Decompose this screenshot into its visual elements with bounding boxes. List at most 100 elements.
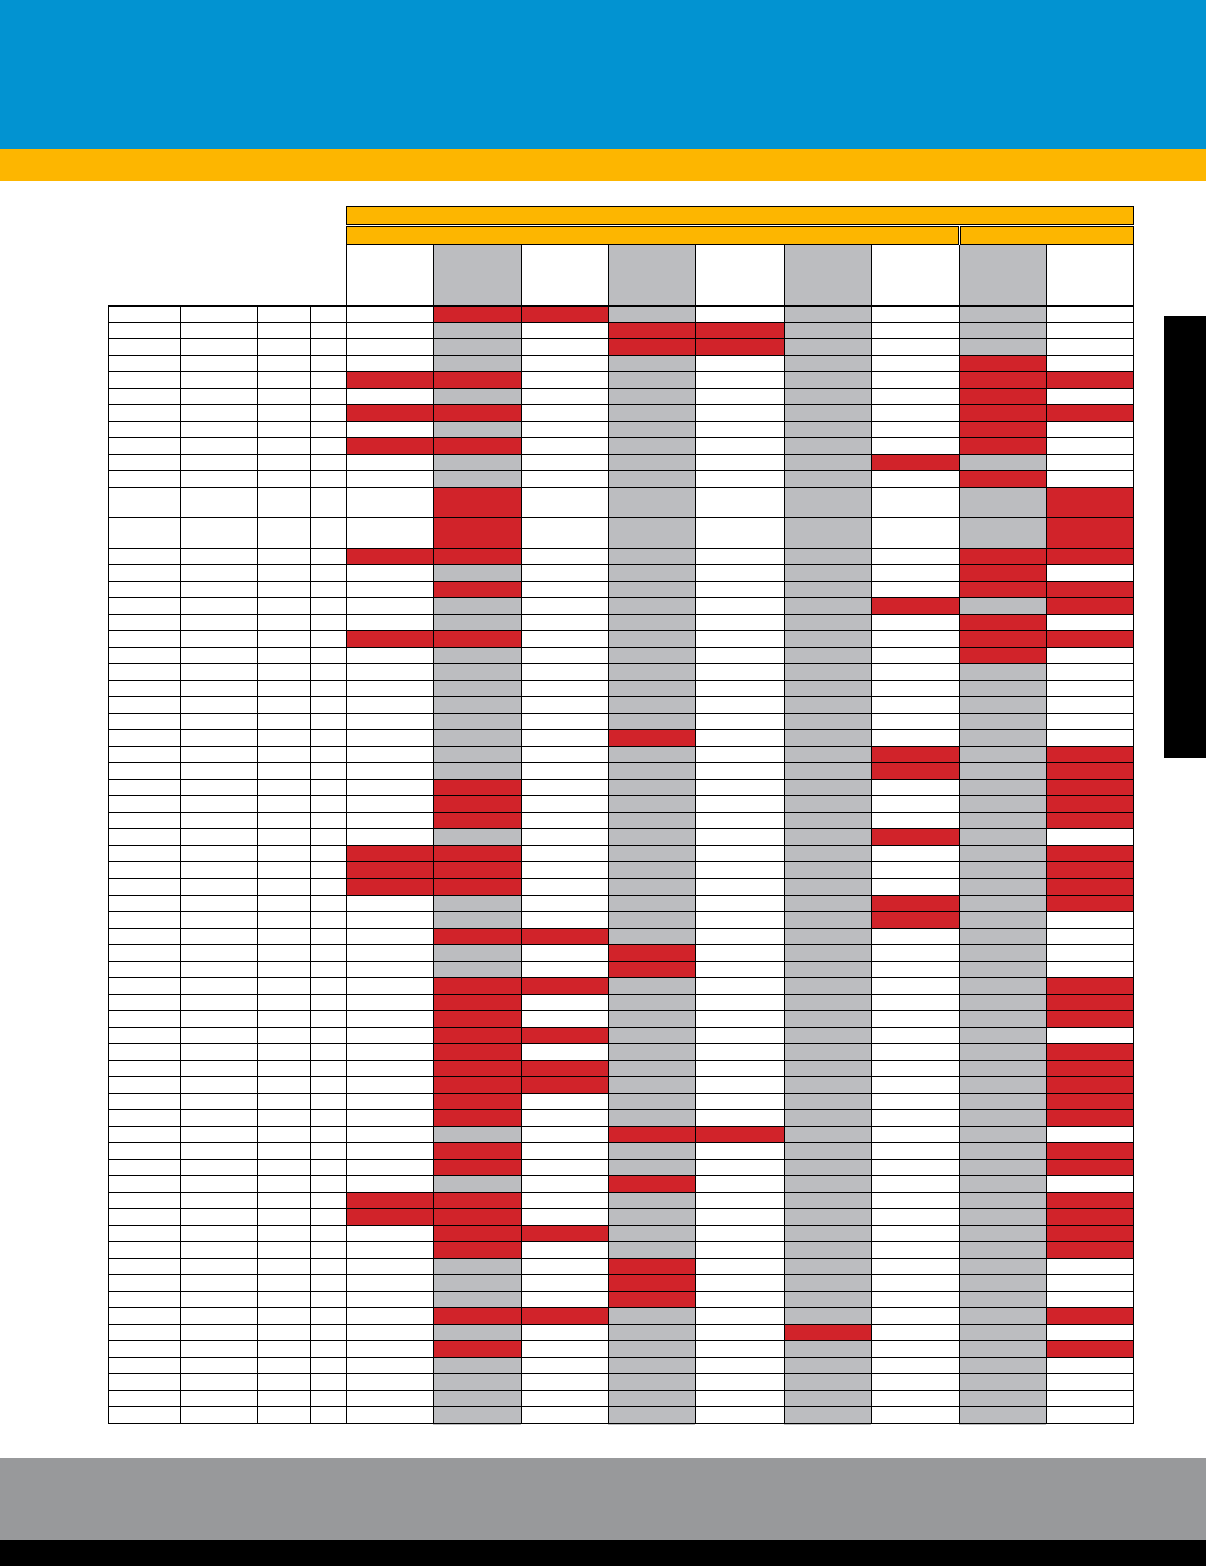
table-cell xyxy=(608,1242,695,1260)
row-rule xyxy=(108,911,1134,912)
column-rule xyxy=(433,245,434,1424)
table-cell xyxy=(959,1341,1046,1359)
table-cell xyxy=(784,812,871,830)
table-cell xyxy=(784,1341,871,1359)
table-cell xyxy=(310,664,346,682)
table-cell xyxy=(180,845,257,863)
table-cell xyxy=(257,1341,310,1359)
row-rule xyxy=(108,845,1134,846)
table-cell xyxy=(346,829,433,847)
table-cell xyxy=(346,1324,433,1342)
table-cell xyxy=(180,518,257,550)
table-cell xyxy=(108,1143,180,1161)
table-cell xyxy=(257,518,310,550)
table-cell xyxy=(180,1209,257,1227)
table-cell xyxy=(433,829,521,847)
table-cell xyxy=(521,1258,608,1276)
column-rule xyxy=(346,245,347,1424)
table-cell xyxy=(108,1159,180,1177)
table-cell xyxy=(346,1093,433,1111)
table-cell-flagged xyxy=(346,845,433,863)
table-cell xyxy=(346,1027,433,1045)
row-rule xyxy=(108,729,1134,730)
table-cell xyxy=(310,454,346,472)
table-cell xyxy=(521,829,608,847)
table-cell xyxy=(257,1060,310,1078)
table-cell-flagged xyxy=(346,1209,433,1227)
table-cell xyxy=(784,680,871,698)
table-cell xyxy=(695,1291,784,1309)
table-cell xyxy=(310,421,346,439)
table-cell xyxy=(521,631,608,649)
table-cell xyxy=(257,647,310,665)
table-cell xyxy=(180,1324,257,1342)
table-cell xyxy=(959,978,1046,996)
table-cell-flagged xyxy=(871,454,959,472)
table-cell xyxy=(180,829,257,847)
table-cell xyxy=(521,961,608,979)
table-cell-flagged xyxy=(433,1225,521,1243)
table-cell xyxy=(695,581,784,599)
table-cell xyxy=(608,487,695,519)
table-cell xyxy=(180,1341,257,1359)
table-cell xyxy=(108,438,180,456)
table-cell xyxy=(180,1159,257,1177)
table-cell xyxy=(310,713,346,731)
table-cell xyxy=(310,405,346,423)
table-cell xyxy=(784,713,871,731)
table-cell xyxy=(180,405,257,423)
table-cell xyxy=(310,1407,346,1425)
table-cell-flagged xyxy=(871,895,959,913)
row-rule xyxy=(108,1390,1134,1391)
table-cell xyxy=(257,994,310,1012)
table-cell xyxy=(346,1308,433,1326)
column-group-bar-top xyxy=(346,206,1134,225)
table-cell xyxy=(784,862,871,880)
table-cell xyxy=(871,1044,959,1062)
table-cell xyxy=(310,487,346,519)
table-cell xyxy=(108,978,180,996)
table-cell xyxy=(257,1390,310,1408)
row-rule xyxy=(108,1423,1134,1424)
table-cell xyxy=(257,829,310,847)
table-cell xyxy=(871,388,959,406)
table-cell xyxy=(608,878,695,896)
table-cell xyxy=(108,961,180,979)
table-cell xyxy=(346,322,433,340)
table-cell-flagged xyxy=(1046,631,1134,649)
table-cell xyxy=(180,339,257,357)
table-cell xyxy=(871,487,959,519)
table-cell-flagged xyxy=(959,548,1046,566)
table-cell xyxy=(257,1093,310,1111)
table-cell xyxy=(608,565,695,583)
table-cell-flagged xyxy=(1046,1341,1134,1359)
table-cell xyxy=(310,878,346,896)
table-cell xyxy=(784,487,871,519)
table-cell xyxy=(257,1308,310,1326)
table-cell xyxy=(695,680,784,698)
table-cell xyxy=(346,730,433,748)
table-cell xyxy=(521,1374,608,1392)
table-cell xyxy=(608,548,695,566)
table-cell xyxy=(784,1225,871,1243)
table-cell xyxy=(257,1374,310,1392)
table-cell xyxy=(257,355,310,373)
table-cell-flagged xyxy=(1046,1011,1134,1029)
table-cell xyxy=(346,697,433,715)
table-cell xyxy=(608,438,695,456)
table-cell xyxy=(433,614,521,632)
table-cell xyxy=(108,1225,180,1243)
table-cell xyxy=(257,912,310,930)
table-cell xyxy=(608,1308,695,1326)
table-cell xyxy=(784,994,871,1012)
table-cell xyxy=(108,405,180,423)
table-cell xyxy=(784,614,871,632)
table-cell xyxy=(521,945,608,963)
table-cell xyxy=(608,1374,695,1392)
table-cell xyxy=(1046,471,1134,489)
table-cell xyxy=(959,1093,1046,1111)
table-cell xyxy=(257,1192,310,1210)
row-rule xyxy=(108,1291,1134,1292)
table-cell xyxy=(521,581,608,599)
